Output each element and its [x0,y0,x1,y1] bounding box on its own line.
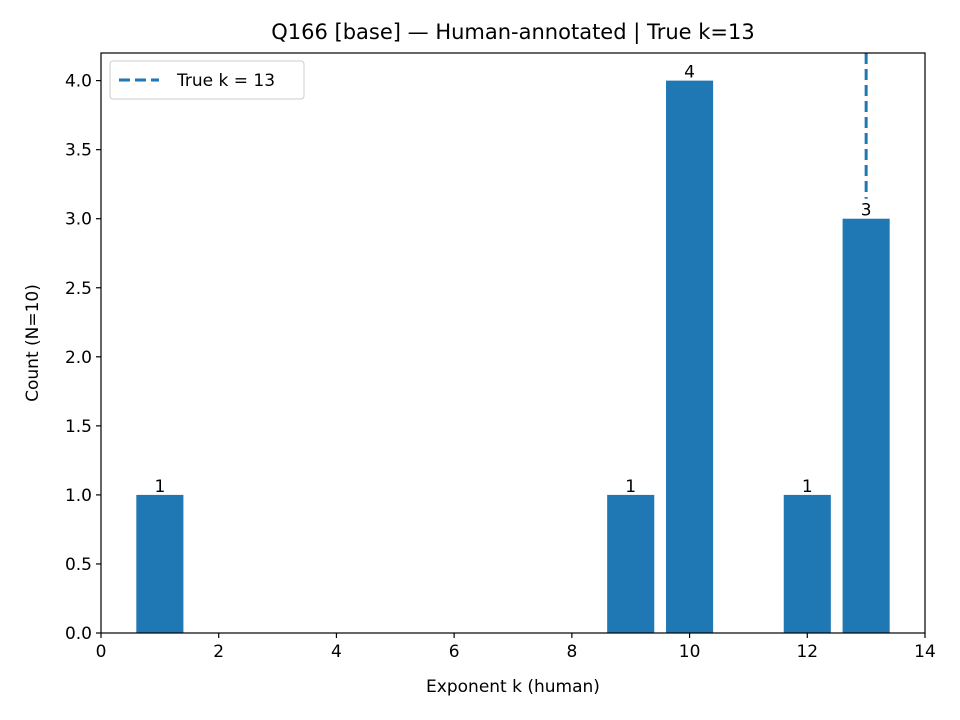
legend-frame [109,60,305,100]
y-tick-label: 1.0 [65,486,92,506]
y-tick-label: 1.5 [65,417,92,437]
bar-value-label-k-12: 1 [802,477,813,497]
x-tick-label: 4 [331,642,342,662]
legend-entry-label: True k = 13 [176,71,275,91]
chart-title: Q166 [base] — Human-annotated | True k=1… [271,20,755,45]
bar-value-label-k-13: 3 [861,201,872,221]
y-tick-label: 4.0 [65,72,92,92]
x-tick-label: 14 [914,642,936,662]
y-tick-label: 2.5 [65,279,92,299]
x-tick-label: 2 [213,642,224,662]
axes-layer: 0 2 4 6 8 10 12 140.00.51.01.52.02.53.03.54.0 [65,52,936,662]
bar-value-label-k-1: 1 [154,477,165,497]
bar-value-label-k-9: 1 [625,477,636,497]
y-tick-label: 2.0 [65,348,92,368]
bar-k-13 [842,218,890,633]
y-tick-label: 0.0 [65,624,92,644]
x-axis-label: Exponent k (human) [426,677,600,697]
x-tick-label: 10 [679,642,701,662]
x-tick-label: 6 [449,642,460,662]
y-axis-label: Count (N=10) [23,284,43,402]
y-tick-label: 0.5 [65,555,92,575]
x-tick-label: 12 [796,642,818,662]
y-tick-label: 3.5 [65,141,92,161]
legend: True k = 13 [109,60,305,100]
x-tick-label: 0 [96,642,107,662]
plot-frame [100,52,926,634]
bar-k-10 [666,80,714,634]
bar-k-12 [783,494,831,633]
bar-k-1 [136,494,184,633]
bar-value-label-k-10: 4 [684,63,695,83]
bars-layer: 1 1 4 1 3 [136,63,890,634]
bar-k-9 [607,494,655,633]
y-tick-label: 3.0 [65,210,92,230]
x-tick-label: 8 [566,642,577,662]
